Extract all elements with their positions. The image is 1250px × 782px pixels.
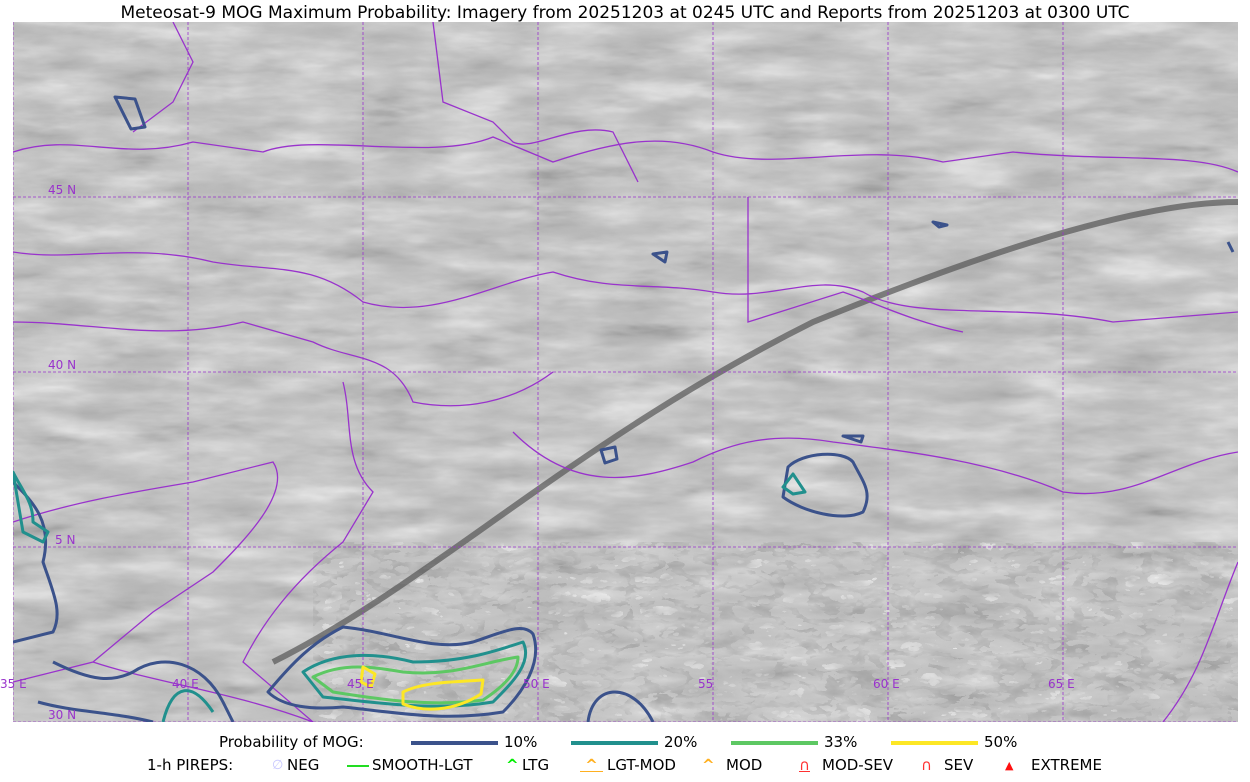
double-caret-bar-icon: ∩	[799, 756, 810, 774]
pirep-label-sev: SEV	[944, 756, 974, 774]
contour-10pct	[586, 690, 655, 722]
contour-10pct	[599, 445, 619, 465]
contour-10pct	[266, 625, 538, 718]
lon-label: 65 E	[1048, 677, 1075, 691]
lon-label: 55	[698, 677, 714, 691]
contour-10pct	[113, 95, 147, 131]
contour-10pct	[1226, 241, 1235, 253]
pirep-label-smooth-lgt: SMOOTH-LGT	[372, 756, 473, 774]
dark-cloud-band	[271, 199, 1238, 665]
legend-swatch-20	[571, 741, 658, 745]
line-icon	[347, 765, 369, 767]
caret-bar-icon: ^	[580, 756, 604, 774]
mog-probability-contours	[13, 95, 1235, 722]
contour-20pct	[161, 689, 215, 722]
pirep-label-lgt-mod: LGT-MOD	[607, 756, 676, 774]
lon-label: 50 E	[523, 677, 550, 691]
legend-swatch-10	[411, 741, 498, 745]
caret-icon: ^	[506, 756, 519, 774]
legend-label-10: 10%	[504, 733, 538, 751]
pirep-label-extreme: EXTREME	[1031, 756, 1102, 774]
double-caret-icon: ∩	[921, 756, 932, 774]
lon-label: 60 E	[873, 677, 900, 691]
contour-50pct	[359, 665, 377, 689]
lat-lon-grid	[13, 22, 1238, 722]
legend-label-33: 33%	[824, 733, 858, 751]
filled-triangle-icon: ▲	[1005, 759, 1014, 772]
probability-legend: Probability of MOG: 10% 20% 33% 50%	[0, 733, 1250, 753]
legend-label-50: 50%	[984, 733, 1018, 751]
contour-10pct	[37, 700, 154, 722]
contour-10pct	[781, 452, 869, 518]
neg-circle-icon: ∅	[272, 758, 284, 773]
contour-10pct	[13, 480, 59, 644]
lon-label: 45 E	[347, 677, 374, 691]
country-borders	[13, 22, 1238, 722]
contour-33pct	[311, 655, 520, 705]
lat-label: 30 N	[48, 708, 77, 722]
lat-label: 45 N	[48, 183, 77, 197]
pirep-label-neg: NEG	[287, 756, 320, 774]
lon-label: 35 E	[0, 677, 27, 691]
contour-10pct	[52, 660, 235, 722]
pireps-legend: 1-h PIREPS: ∅ NEG SMOOTH-LGT ^ LTG ^ LGT…	[0, 756, 1250, 776]
contour-10pct	[841, 434, 865, 444]
lat-label: 5 N	[55, 533, 76, 547]
contour-10pct	[651, 250, 669, 264]
probability-legend-label: Probability of MOG:	[219, 733, 364, 751]
contour-50pct	[401, 678, 485, 711]
lat-label: 40 N	[48, 358, 77, 372]
lon-label: 40 E	[172, 677, 199, 691]
chart-title: Meteosat-9 MOG Maximum Probability: Imag…	[120, 3, 1130, 23]
caret-icon: ^	[702, 756, 715, 774]
legend-swatch-50	[891, 741, 978, 745]
pireps-legend-label: 1-h PIREPS:	[147, 756, 234, 774]
contour-20pct	[13, 470, 50, 544]
legend-swatch-33	[731, 741, 818, 745]
convective-imagery-texture	[313, 542, 1238, 722]
contour-10pct	[931, 220, 949, 229]
legend-label-20: 20%	[664, 733, 698, 751]
pirep-label-ltg: LTG	[522, 756, 550, 774]
contour-20pct	[781, 472, 807, 496]
pirep-label-mod: MOD	[726, 756, 763, 774]
pirep-label-mod-sev: MOD-SEV	[822, 756, 893, 774]
satellite-map	[13, 22, 1238, 722]
